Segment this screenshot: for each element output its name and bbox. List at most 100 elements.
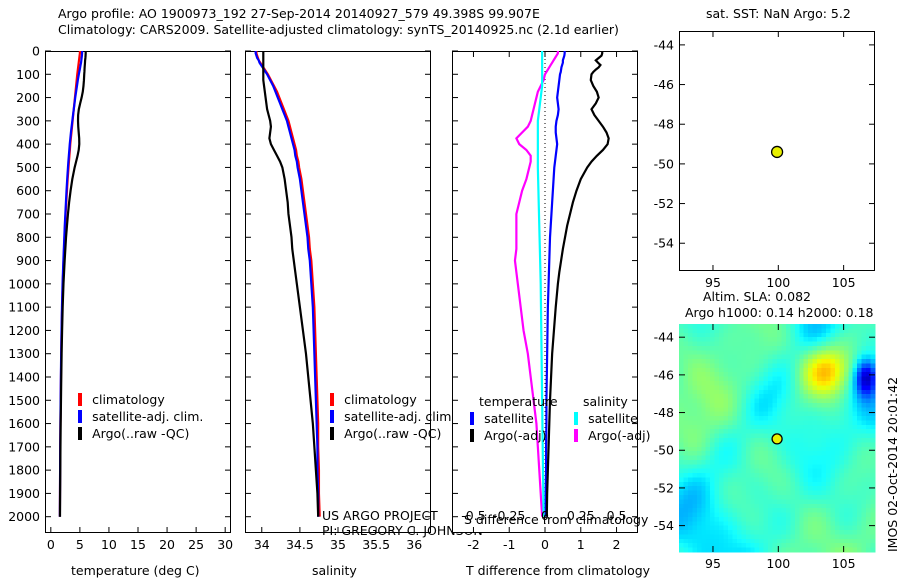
svg-text:-1: -1 (503, 537, 515, 552)
legend-group-title: salinity (574, 392, 650, 409)
legend-label: satellite (484, 411, 534, 426)
legend-label: climatology (92, 392, 165, 407)
svg-text:100: 100 (766, 275, 790, 290)
legend-item: satellite-adj. clim. (330, 407, 455, 424)
svg-text:2: 2 (613, 537, 621, 552)
svg-text:-46: -46 (654, 367, 674, 382)
svg-text:10: 10 (101, 537, 117, 552)
legend-swatch-satellite (470, 412, 474, 425)
svg-text:2000: 2000 (8, 509, 40, 524)
legend-label: satellite-adj. clim. (92, 409, 204, 424)
salinity-axes-ticks: 34 34.5 35 35.5 36 (245, 50, 431, 552)
temperature-legend: climatology satellite-adj. clim. Argo(..… (78, 390, 203, 441)
svg-text:35.5: 35.5 (362, 537, 390, 552)
svg-text:100: 100 (16, 67, 40, 82)
difference-profile-plot (513, 51, 610, 533)
svg-text:1100: 1100 (8, 300, 40, 315)
legend-title-label: temperature (479, 394, 558, 409)
legend-item: climatology (78, 390, 203, 407)
svg-text:0: 0 (32, 44, 40, 59)
svg-text:1900: 1900 (8, 486, 40, 501)
difference-xaxis-label-top: S difference from climatology (464, 512, 649, 527)
legend-label: Argo(..raw -QC) (92, 426, 190, 441)
svg-text:0.5: 0.5 (607, 508, 627, 523)
svg-text:-54: -54 (654, 518, 674, 533)
svg-text:1000: 1000 (8, 276, 40, 291)
legend-label: satellite-adj. clim. (344, 409, 456, 424)
salinity-profile-plot (254, 51, 321, 517)
svg-text:-52: -52 (654, 196, 674, 211)
svg-text:-0.5: -0.5 (461, 508, 485, 523)
svg-text:36: 36 (406, 537, 422, 552)
salinity-legend: climatology satellite-adj. clim. Argo(..… (330, 390, 455, 441)
svg-text:500: 500 (16, 160, 40, 175)
svg-text:1700: 1700 (8, 439, 40, 454)
svg-text:0: 0 (47, 537, 55, 552)
legend-item: climatology (330, 390, 455, 407)
legend-swatch-satellite (330, 410, 334, 423)
svg-text:-52: -52 (654, 480, 674, 495)
svg-text:105: 105 (832, 556, 856, 571)
credit-line2: PI: GREGORY C. JOHNSON (322, 523, 483, 538)
svg-text:1: 1 (577, 537, 585, 552)
svg-text:1800: 1800 (8, 463, 40, 478)
svg-text:-50: -50 (654, 443, 674, 458)
svg-text:100: 100 (766, 556, 790, 571)
legend-swatch-climatology (330, 393, 334, 406)
legend-item: Argo(..raw -QC) (78, 424, 203, 441)
header-title-line2: Climatology: CARS2009. Satellite-adjuste… (58, 22, 619, 37)
svg-text:25: 25 (188, 537, 204, 552)
svg-text:95: 95 (705, 556, 721, 571)
svg-text:400: 400 (16, 137, 40, 152)
legend-item: satellite (470, 409, 558, 426)
svg-text:1200: 1200 (8, 323, 40, 338)
legend-item: Argo(-adj) (470, 426, 558, 443)
svg-text:-44: -44 (654, 37, 674, 52)
svg-text:1500: 1500 (8, 393, 40, 408)
svg-text:1300: 1300 (8, 346, 40, 361)
legend-label: Argo(-adj) (588, 428, 651, 443)
sla-map-title-line1: Altim. SLA: 0.082 (703, 289, 812, 304)
legend-item: Argo(-adj) (574, 426, 650, 443)
svg-text:0: 0 (541, 537, 549, 552)
legend-item: satellite-adj. clim. (78, 407, 203, 424)
svg-text:300: 300 (16, 113, 40, 128)
temperature-profile-panel[interactable] (45, 51, 231, 533)
header-title-line1: Argo profile: AO 1900973_192 27-Sep-2014… (58, 6, 540, 21)
salinity-xaxis-label: salinity (312, 563, 357, 578)
legend-swatch-salinity-satellite (574, 412, 578, 425)
legend-swatch-climatology (78, 393, 82, 406)
legend-swatch-argo (78, 427, 82, 440)
temperature-xaxis-label: temperature (deg C) (71, 563, 200, 578)
svg-text:30: 30 (217, 537, 233, 552)
difference-legend-salinity: salinity satellite Argo(-adj) (574, 392, 650, 443)
svg-text:105: 105 (832, 275, 856, 290)
svg-text:1600: 1600 (8, 416, 40, 431)
salinity-profile-panel[interactable] (245, 51, 431, 533)
svg-text:0: 0 (541, 508, 549, 523)
svg-text:600: 600 (16, 183, 40, 198)
svg-text:34: 34 (254, 537, 270, 552)
legend-label: satellite (588, 411, 638, 426)
legend-swatch-satellite (78, 410, 82, 423)
svg-text:20: 20 (159, 537, 175, 552)
sst-map-axes-ticks: 95 100 105 -44 -46 -48 -50 -52 -54 (654, 31, 875, 290)
svg-text:200: 200 (16, 90, 40, 105)
temperature-profile-plot (58, 50, 87, 517)
legend-item: Argo(..raw -QC) (330, 424, 455, 441)
svg-text:-0.25: -0.25 (493, 508, 525, 523)
sla-map-title-line2: Argo h1000: 0.14 h2000: 0.18 (685, 305, 874, 320)
legend-item: satellite (574, 409, 650, 426)
svg-text:35: 35 (330, 537, 346, 552)
svg-text:700: 700 (16, 206, 40, 221)
sst-map-plot (770, 145, 784, 159)
legend-label: Argo(..raw -QC) (344, 426, 442, 441)
svg-text:-2: -2 (467, 537, 479, 552)
svg-text:1400: 1400 (8, 369, 40, 384)
legend-swatch-argo (470, 429, 474, 442)
svg-text:-50: -50 (654, 156, 674, 171)
legend-swatch-argo (330, 427, 334, 440)
svg-text:0.25: 0.25 (567, 508, 595, 523)
difference-xaxis-label-bottom: T difference from climatology (466, 563, 651, 578)
legend-swatch-salinity-argo (574, 429, 578, 442)
